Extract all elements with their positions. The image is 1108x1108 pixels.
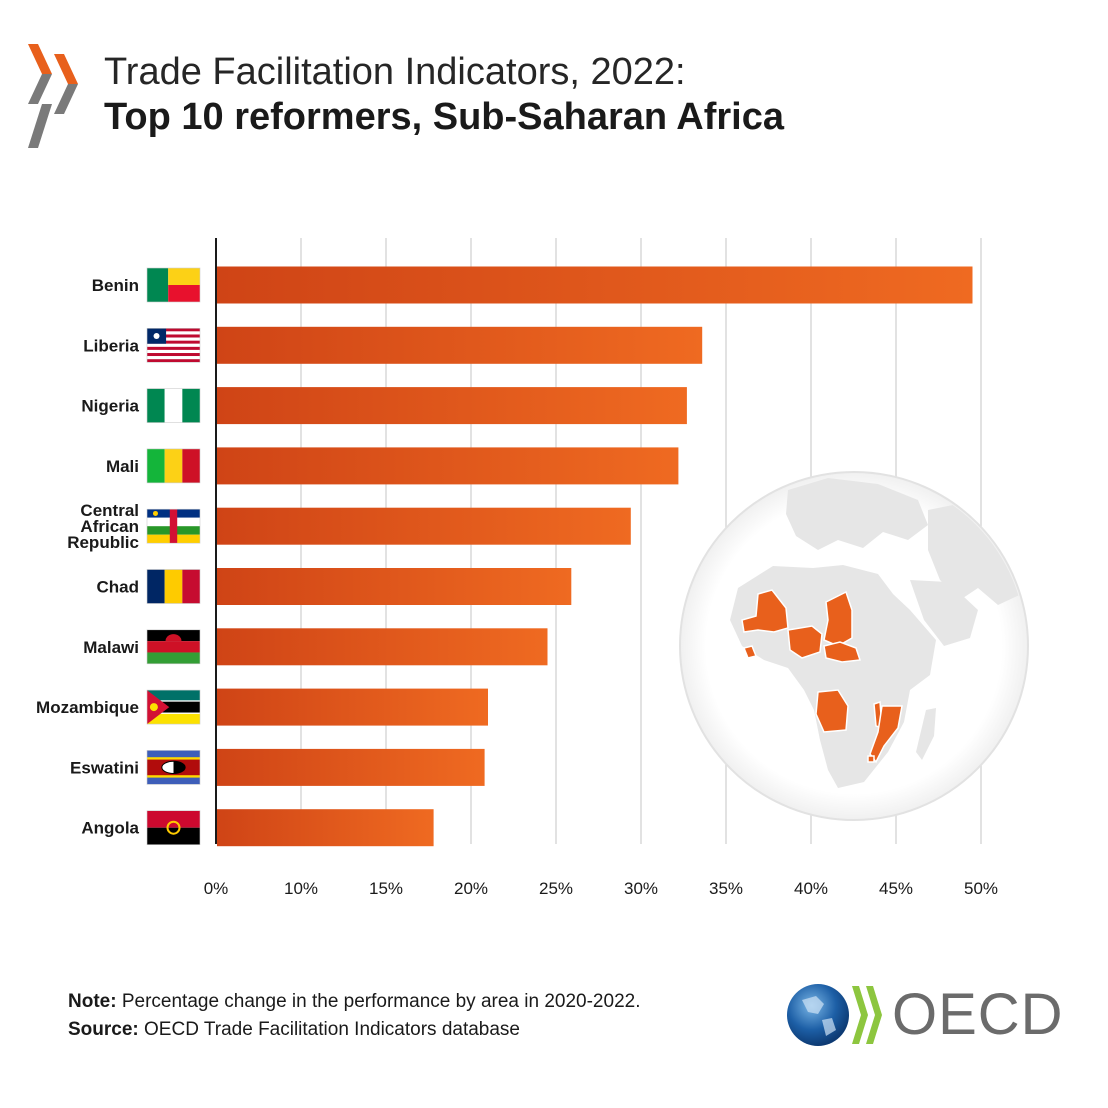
x-tick-label: 15%	[369, 879, 403, 898]
bar	[217, 507, 631, 545]
oecd-wordmark: OECD	[892, 982, 1064, 1047]
category-label: Liberia	[83, 336, 139, 355]
source-text: OECD Trade Facilitation Indicators datab…	[144, 1019, 520, 1040]
title-block: Trade Facilitation Indicators, 2022: Top…	[104, 50, 784, 140]
benin-flag-icon	[146, 267, 201, 303]
chevron-icon	[852, 986, 868, 1044]
category-label: Mali	[106, 457, 139, 476]
x-tick-label: 10%	[284, 879, 318, 898]
x-tick-label: 0%	[204, 879, 229, 898]
category-label: Nigeria	[81, 397, 139, 416]
highlighted-countries	[741, 589, 903, 764]
liberia-flag-icon	[146, 328, 201, 363]
oecd-logo	[787, 984, 882, 1046]
oecd-chevrons-icon	[28, 44, 78, 148]
source-line: Source: OECD Trade Facilitation Indicato…	[68, 1016, 640, 1044]
page-title: Trade Facilitation Indicators, 2022:	[104, 51, 686, 93]
x-tick-label: 45%	[879, 879, 913, 898]
category-label: Eswatini	[70, 758, 139, 777]
page-subtitle: Top 10 reformers, Sub-Saharan Africa	[104, 96, 784, 138]
x-tick-label: 30%	[624, 879, 658, 898]
x-tick-label: 25%	[539, 879, 573, 898]
x-tick-label: 40%	[794, 879, 828, 898]
category-label: Malawi	[83, 638, 139, 657]
source-label: Source:	[68, 1019, 139, 1040]
x-tick-label: 20%	[454, 879, 488, 898]
malawi-flag-icon	[146, 629, 201, 665]
bar	[217, 748, 485, 786]
category-labels: Benin Liberia Nigeria Mali Central African Rep…	[36, 276, 139, 838]
category-label: Benin	[92, 276, 139, 295]
bar	[217, 387, 687, 425]
category-label: Chad	[97, 578, 140, 597]
earth-icon	[787, 984, 849, 1046]
category-label: Mozambique	[36, 698, 139, 717]
bar	[217, 326, 703, 364]
nigeria-flag-icon	[146, 388, 201, 423]
category-label: Central African Republic	[67, 501, 139, 552]
angola-flag-icon	[146, 810, 201, 846]
bar	[217, 809, 434, 847]
note-label: Note:	[68, 991, 117, 1012]
x-axis-ticks: 0% 10% 15% 20% 25% 30% 35% 40% 45% 50%	[204, 879, 998, 898]
bar	[217, 568, 572, 605]
bar	[217, 266, 973, 304]
x-tick-label: 50%	[964, 879, 998, 898]
mozambique-flag-icon	[146, 689, 201, 725]
bars	[217, 266, 973, 847]
chad-flag-icon	[146, 569, 201, 604]
note-text: Percentage change in the performance by …	[121, 991, 641, 1012]
mali-flag-icon	[146, 448, 201, 484]
globe-map	[679, 471, 1029, 821]
bar-chart: Benin Liberia Nigeria Mali Central African Rep…	[36, 238, 998, 898]
eswatini-flag-icon	[146, 750, 201, 785]
footnotes: Note: Percentage change in the performan…	[68, 988, 640, 1044]
flags	[146, 267, 201, 846]
x-tick-label: 35%	[709, 879, 743, 898]
note-line: Note: Percentage change in the performan…	[68, 988, 640, 1016]
bar	[217, 628, 548, 666]
bar	[217, 447, 679, 485]
central-african-republic-flag-icon	[146, 508, 201, 544]
category-label: Angola	[81, 819, 139, 838]
bar	[217, 688, 488, 726]
